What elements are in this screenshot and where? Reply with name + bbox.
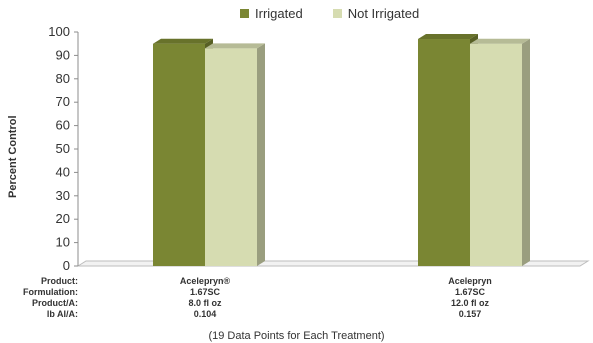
y-tick-label: 100 xyxy=(48,24,70,39)
y-tick-label: 40 xyxy=(56,164,70,179)
cell-product: Acelepryn xyxy=(448,276,492,286)
legend: Irrigated Not Irrigated xyxy=(240,6,419,21)
row-label-product: Product: xyxy=(41,276,78,286)
y-tick-label: 90 xyxy=(56,47,70,62)
bar xyxy=(418,39,470,266)
row-label-product-per-acre: Product/A: xyxy=(32,298,78,308)
bar-group xyxy=(153,34,530,267)
bar xyxy=(470,43,522,267)
bar-top xyxy=(153,38,213,44)
bar-side xyxy=(257,43,265,266)
legend-label-not-irrigated: Not Irrigated xyxy=(347,6,420,21)
row-label-lb-ai-per-acre: lb AI/A: xyxy=(46,309,78,319)
y-tick-label: 50 xyxy=(56,141,70,156)
footnote: (19 Data Points for Each Treatment) xyxy=(208,330,385,342)
cell-product-per-acre: 8.0 fl oz xyxy=(188,298,222,308)
row-label-formulation: Formulation: xyxy=(23,287,78,297)
table-row-labels: Product: Formulation: Product/A: lb AI/A… xyxy=(0,276,78,320)
bar-top xyxy=(470,38,530,44)
cell-formulation: 1.67SC xyxy=(454,287,486,297)
cell-lb-ai-per-acre: 0.157 xyxy=(458,309,482,319)
legend-swatch-not-irrigated xyxy=(332,9,342,18)
cell-formulation: 1.67SC xyxy=(189,287,221,297)
legend-swatch-irrigated xyxy=(240,9,249,18)
bar xyxy=(205,48,257,266)
y-tick-label: 60 xyxy=(56,118,70,133)
y-tick-label: 10 xyxy=(56,235,70,250)
legend-item-irrigated: Irrigated xyxy=(240,6,303,21)
bar xyxy=(153,43,205,267)
y-tick-label: 30 xyxy=(56,188,70,203)
bar-top xyxy=(205,43,265,49)
table-column-2: Acelepryn 1.67SC 12.0 fl oz 0.157 xyxy=(420,276,520,320)
y-tick-label: 70 xyxy=(56,94,70,109)
table-column-1: Acelepryn® 1.67SC 8.0 fl oz 0.104 xyxy=(155,276,255,320)
legend-label-irrigated: Irrigated xyxy=(255,6,303,21)
y-axis-label: Percent Control xyxy=(7,115,19,198)
legend-item-not-irrigated: Not Irrigated xyxy=(332,6,420,21)
bar-side xyxy=(522,38,530,267)
y-tick-label: 0 xyxy=(63,258,70,273)
cell-product: Acelepryn® xyxy=(179,276,231,286)
bar-top xyxy=(418,34,478,40)
cell-product-per-acre: 12.0 fl oz xyxy=(450,298,489,308)
y-tick-label: 20 xyxy=(56,211,70,226)
cell-lb-ai-per-acre: 0.104 xyxy=(193,309,217,319)
y-tick-label: 80 xyxy=(56,71,70,86)
